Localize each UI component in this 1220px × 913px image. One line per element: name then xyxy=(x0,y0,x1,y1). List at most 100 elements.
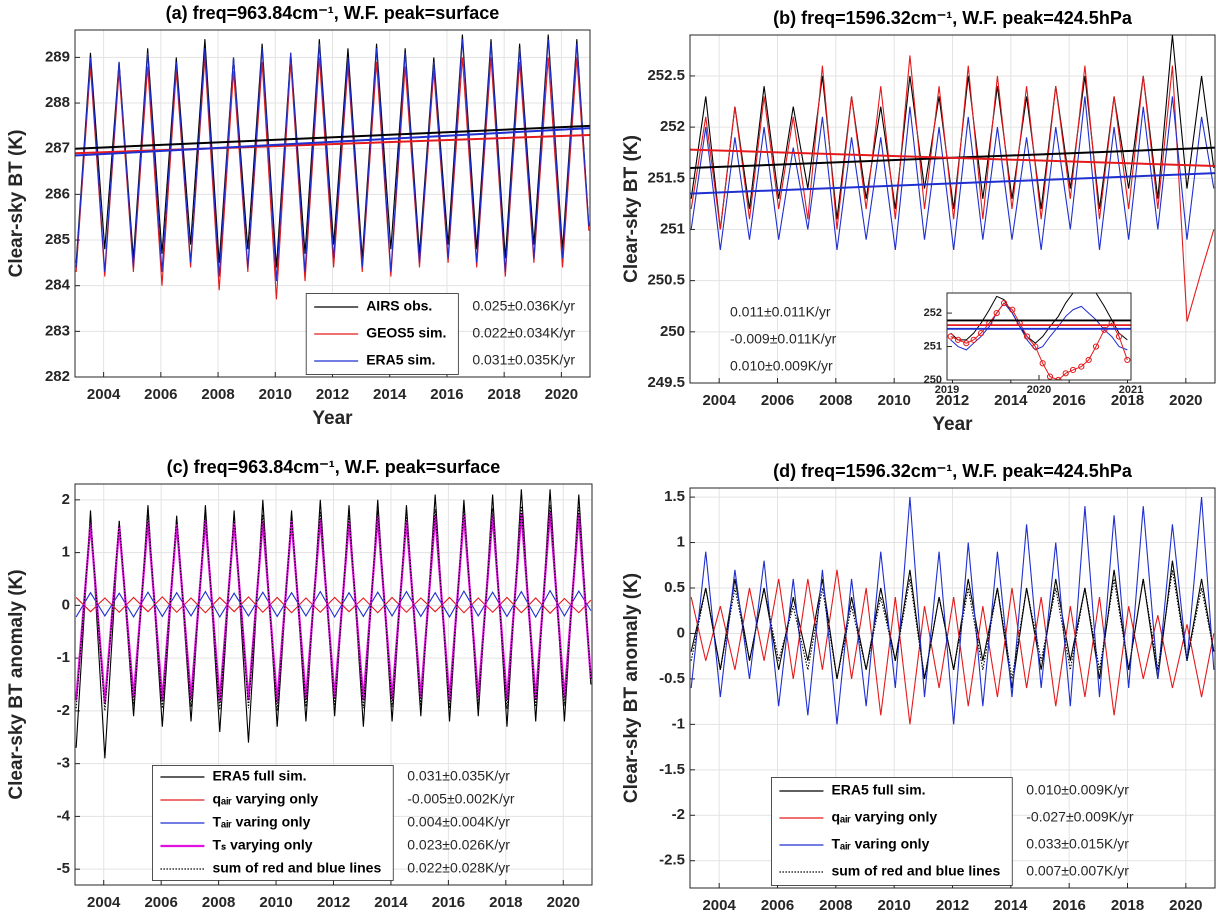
x-tick-label: 2018 xyxy=(1111,897,1144,913)
legend-box xyxy=(771,777,1013,886)
y-tick-label: 1 xyxy=(62,544,70,561)
series-line xyxy=(690,497,1215,725)
y-tick-label: 0 xyxy=(677,624,685,641)
x-tick-label: 2006 xyxy=(761,897,794,913)
y-tick-label: -4 xyxy=(57,807,71,824)
legend-trend: 0.031±0.035K/yr xyxy=(472,352,575,368)
y-tick-label: -2 xyxy=(57,702,70,719)
x-tick-label: 2008 xyxy=(202,894,235,911)
y-tick-label: 252 xyxy=(660,118,685,135)
series-line xyxy=(690,569,1215,680)
series-group xyxy=(75,489,592,759)
legend-label: ERA5 sim. xyxy=(366,352,435,368)
legend-label: AIRS obs. xyxy=(366,298,432,314)
legend-trend: 0.031±0.035K/yr xyxy=(407,768,510,784)
series-marker xyxy=(1032,343,1039,350)
series-marker xyxy=(1062,370,1069,377)
x-tick-label: 2008 xyxy=(819,897,852,913)
axes-box xyxy=(946,292,1132,381)
axes: 282 283 284 285 286 287 288 289 2004 2006 2008 2010… xyxy=(6,3,591,429)
x-tick-label: 2019 xyxy=(935,384,959,396)
legend-label: sum of red and blue lines xyxy=(212,860,381,876)
series-group xyxy=(947,293,1131,380)
y-tick-label: 249.5 xyxy=(647,374,685,391)
trend-line xyxy=(690,172,1215,195)
legend-label: Tₐᵢᵣ varing only xyxy=(831,836,929,852)
y-axis-label: Clear-sky BT (K) xyxy=(621,135,642,283)
legend-label: Tₐᵢᵣ varing only xyxy=(212,814,310,830)
y-tick-label: -1 xyxy=(672,715,685,732)
y-tick-label: 251.5 xyxy=(647,169,685,186)
x-tick-label: 2004 xyxy=(702,897,736,913)
x-tick-label: 2016 xyxy=(1052,392,1085,409)
series-marker xyxy=(1000,299,1008,307)
series-group xyxy=(690,497,1215,725)
y-tick-label: 2 xyxy=(62,491,70,508)
series-marker xyxy=(1023,333,1031,340)
x-tick-label: 2020 xyxy=(545,386,578,403)
x-tick-label: 2012 xyxy=(317,894,350,911)
y-tick-label: 285 xyxy=(45,231,70,248)
y-tick-label: 250.5 xyxy=(647,272,685,289)
x-tick-label: 2020 xyxy=(1169,897,1202,913)
series-marker xyxy=(1009,306,1016,313)
legend-label: GEOS5 sim. xyxy=(366,325,446,341)
series-line xyxy=(75,511,592,704)
series-line xyxy=(690,569,1215,725)
legend-trend: 0.007±0.007K/yr xyxy=(1026,863,1129,879)
axes-box xyxy=(689,487,1216,889)
series-line xyxy=(75,34,590,268)
x-tick-label: 2014 xyxy=(373,386,407,403)
series-line xyxy=(690,96,1215,251)
x-tick-label: 2004 xyxy=(87,386,121,403)
legend-trend: 0.025±0.036K/yr xyxy=(472,298,575,314)
legend-trend: 0.011±0.011K/yr xyxy=(730,304,831,320)
x-tick-label: 2016 xyxy=(1052,897,1085,913)
x-tick-label: 2004 xyxy=(702,392,736,409)
y-tick-label: 0 xyxy=(62,596,70,613)
trend-line xyxy=(75,124,590,150)
series-marker xyxy=(1046,373,1054,380)
axes: -2.5 -2 -1.5 -1 -0.5 0 0.5 1 1.5 2004 2006 2008 2010… xyxy=(621,461,1216,913)
legend-box xyxy=(152,765,394,881)
legend-trend: 0.023±0.026K/yr xyxy=(407,837,510,853)
series-marker xyxy=(1069,366,1077,374)
legend: ERA5 full sim. 0.031±0.035K/yr qₐᵢᵣ varyin… xyxy=(152,765,515,881)
y-axis-label: Clear-sky BT anomaly (K) xyxy=(6,569,27,799)
x-tick-label: 2020 xyxy=(547,894,580,911)
x-tick-label: 2021 xyxy=(1119,384,1143,396)
x-tick-label: 2020 xyxy=(1169,392,1202,409)
series-line xyxy=(690,55,1215,322)
x-axis-label: Year xyxy=(312,408,353,429)
legend-label: Tₛ varying only xyxy=(212,837,312,853)
x-tick-label: 2006 xyxy=(144,894,177,911)
legend-trend: 0.022±0.034K/yr xyxy=(472,325,575,341)
y-tick-label: -0.5 xyxy=(659,670,685,687)
legend-trend: 0.033±0.015K/yr xyxy=(1026,836,1129,852)
y-axis-label: Clear-sky BT anomaly (K) xyxy=(621,573,642,803)
x-tick-label: 2012 xyxy=(936,897,969,913)
y-tick-label: 284 xyxy=(45,277,71,294)
legend-trend: 0.010±0.009K/yr xyxy=(1026,782,1129,798)
x-tick-label: 2010 xyxy=(877,392,910,409)
x-tick-label: 2014 xyxy=(994,392,1028,409)
legend-label: ERA5 full sim. xyxy=(831,782,925,798)
axes: -5 -4 -3 -2 -1 0 1 2 2004 2006 2008 2010 2012 2014 201… xyxy=(6,457,593,911)
x-tick-label: 2006 xyxy=(761,392,794,409)
series-line xyxy=(950,302,1128,351)
axes-box xyxy=(74,483,593,886)
chart-title: (c) freq=963.84cm⁻¹, W.F. peak=surface xyxy=(167,457,501,477)
x-tick-label: 2010 xyxy=(877,897,910,913)
series-line xyxy=(950,302,1128,380)
series-marker xyxy=(977,330,985,337)
series-line xyxy=(75,57,590,300)
y-tick-label: 250 xyxy=(924,374,942,386)
x-axis-label: Year xyxy=(932,414,973,435)
legend: 0.011±0.011K/yr -0.009±0.011K/yr 0.010±0.0… xyxy=(730,304,837,374)
legend-label: qₐᵢᵣ varying only xyxy=(212,791,318,807)
x-tick-label: 2010 xyxy=(259,386,292,403)
legend: AIRS obs. 0.025±0.036K/yr GEOS5 sim. 0.022±… xyxy=(305,293,575,375)
legend-label: sum of red and blue lines xyxy=(831,863,1000,879)
x-tick-label: 2010 xyxy=(259,894,292,911)
